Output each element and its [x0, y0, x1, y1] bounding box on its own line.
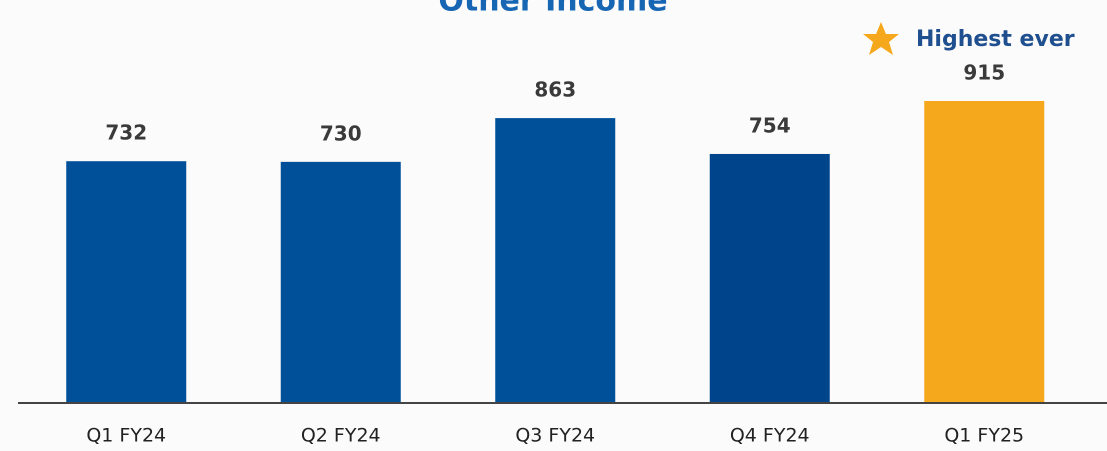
- x-tick-label: Q3 FY24: [515, 425, 595, 447]
- bar: [280, 161, 401, 402]
- x-tick-label: Q1 FY25: [944, 425, 1024, 447]
- x-tick-label: Q4 FY24: [730, 425, 810, 447]
- annotation: Highest ever: [916, 27, 1075, 52]
- value-label: 732: [105, 121, 147, 145]
- bar: [709, 153, 830, 402]
- value-label: 863: [534, 78, 576, 102]
- value-label: 915: [963, 61, 1005, 85]
- x-tick-label: Q2 FY24: [301, 425, 381, 447]
- value-label: 730: [320, 121, 362, 145]
- chart-title: Other Income: [438, 0, 667, 19]
- bar: [924, 101, 1045, 402]
- star-icon: [863, 22, 899, 55]
- x-tick-label: Q1 FY24: [86, 425, 166, 447]
- value-label: 754: [749, 113, 791, 137]
- bar: [495, 118, 616, 402]
- bar: [66, 161, 187, 402]
